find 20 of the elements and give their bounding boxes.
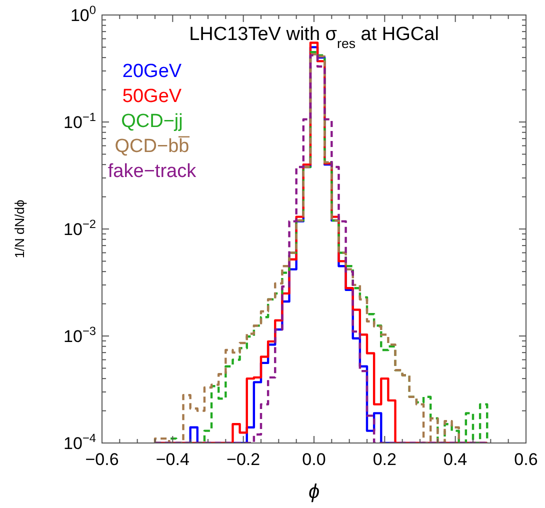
x-tick-label: −0.6 (85, 450, 119, 469)
text: QCD−bb̅ (114, 136, 190, 157)
y-tick-label: 10$^{−3}$ (64, 324, 96, 346)
text: fake−track (108, 161, 197, 182)
x-tick-label: 0.4 (444, 450, 468, 469)
y-axis-title: 1/N dN/dϕ (12, 200, 27, 258)
y-tick-label: 10$^{−4}$ (64, 431, 96, 453)
y-tick-label: 10$^{−2}$ (64, 217, 96, 239)
x-tick-label: 0.6 (514, 450, 538, 469)
x-tick-label: 0.0 (302, 450, 326, 469)
text: 50GeV (122, 86, 182, 107)
x-tick-label: 0.2 (372, 450, 396, 469)
x-tick-label: −0.4 (156, 450, 190, 469)
x-tick-label: −0.2 (226, 450, 260, 469)
text: 20GeV (122, 61, 182, 82)
text: QCD−jj (121, 111, 183, 132)
y-tick-label: 10$^{0}$ (70, 3, 96, 25)
text: LHC13TeV with σ$_{res}$ at HGCal (189, 24, 439, 50)
x-axis-title: ϕ (308, 481, 320, 503)
y-tick-label: 10$^{−1}$ (64, 110, 96, 132)
